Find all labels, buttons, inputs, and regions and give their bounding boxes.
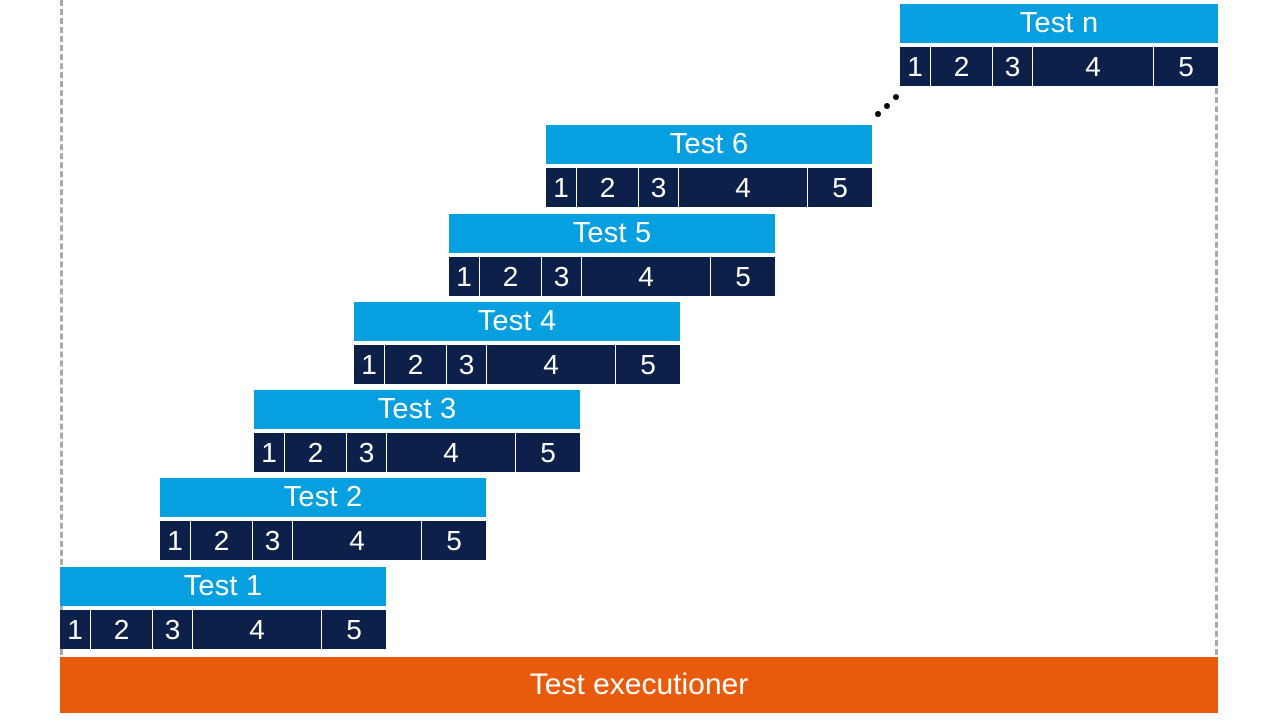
test-block-5: Test 5 1 2 3 4 5 xyxy=(449,214,775,296)
phase-4: 4 xyxy=(679,168,808,207)
phase-1: 1 xyxy=(160,521,191,560)
phase-5: 5 xyxy=(735,261,751,292)
phase-5: 5 xyxy=(1178,51,1194,82)
phase-2: 2 xyxy=(285,433,347,472)
right-boundary-line xyxy=(1215,88,1218,655)
phase-2: 2 xyxy=(385,345,447,384)
test-block-3: Test 3 1 2 3 4 5 xyxy=(254,390,580,472)
phase-3: 3 xyxy=(639,168,679,207)
test-block-6: Test 6 1 2 3 4 5 xyxy=(546,125,872,207)
left-boundary-line xyxy=(60,0,63,655)
test-title: Test n xyxy=(900,4,1218,43)
test-block-2: Test 2 1 2 3 4 5 xyxy=(160,478,486,560)
phase-5: 5 xyxy=(346,614,362,645)
test-title: Test 2 xyxy=(160,478,486,517)
phase-3: 3 xyxy=(153,610,193,649)
phase-5: 5 xyxy=(540,437,556,468)
phase-4: 4 xyxy=(1033,47,1154,86)
test-block-n: Test n 1 2 3 4 5 xyxy=(900,4,1218,86)
test-block-4: Test 4 1 2 3 4 5 xyxy=(354,302,680,384)
phase-4: 4 xyxy=(193,610,322,649)
test-block-1: Test 1 1 2 3 4 5 xyxy=(60,567,386,649)
phase-bar: 1 2 3 4 5 xyxy=(160,521,486,560)
phase-5: 5 xyxy=(640,349,656,380)
phase-5: 5 xyxy=(832,172,848,203)
ellipsis-dots-icon xyxy=(875,94,899,117)
phase-2: 2 xyxy=(931,47,993,86)
phase-4: 4 xyxy=(487,345,616,384)
phase-1: 1 xyxy=(546,168,577,207)
phase-1: 1 xyxy=(449,257,480,296)
phase-1: 1 xyxy=(354,345,385,384)
phase-bar: 1 2 3 4 5 xyxy=(546,168,872,207)
test-title: Test 5 xyxy=(449,214,775,253)
phase-2: 2 xyxy=(480,257,542,296)
phase-bar: 1 2 3 4 5 xyxy=(354,345,680,384)
phase-4: 4 xyxy=(582,257,711,296)
phase-5: 5 xyxy=(446,525,462,556)
phase-2: 2 xyxy=(91,610,153,649)
test-executioner-bar: Test executioner xyxy=(60,657,1218,713)
phase-1: 1 xyxy=(60,610,91,649)
phase-bar: 1 2 3 4 5 xyxy=(900,47,1218,86)
phase-3: 3 xyxy=(993,47,1033,86)
phase-bar: 1 2 3 4 5 xyxy=(60,610,386,649)
phase-3: 3 xyxy=(447,345,487,384)
phase-1: 1 xyxy=(900,47,931,86)
phase-2: 2 xyxy=(577,168,639,207)
phase-4: 4 xyxy=(387,433,516,472)
phase-4: 4 xyxy=(293,521,422,560)
phase-1: 1 xyxy=(254,433,285,472)
phase-2: 2 xyxy=(191,521,253,560)
phase-3: 3 xyxy=(542,257,582,296)
phase-bar: 1 2 3 4 5 xyxy=(449,257,775,296)
phase-3: 3 xyxy=(253,521,293,560)
test-title: Test 3 xyxy=(254,390,580,429)
test-title: Test 1 xyxy=(60,567,386,606)
phase-3: 3 xyxy=(347,433,387,472)
test-title: Test 6 xyxy=(546,125,872,164)
phase-bar: 1 2 3 4 5 xyxy=(254,433,580,472)
test-title: Test 4 xyxy=(354,302,680,341)
